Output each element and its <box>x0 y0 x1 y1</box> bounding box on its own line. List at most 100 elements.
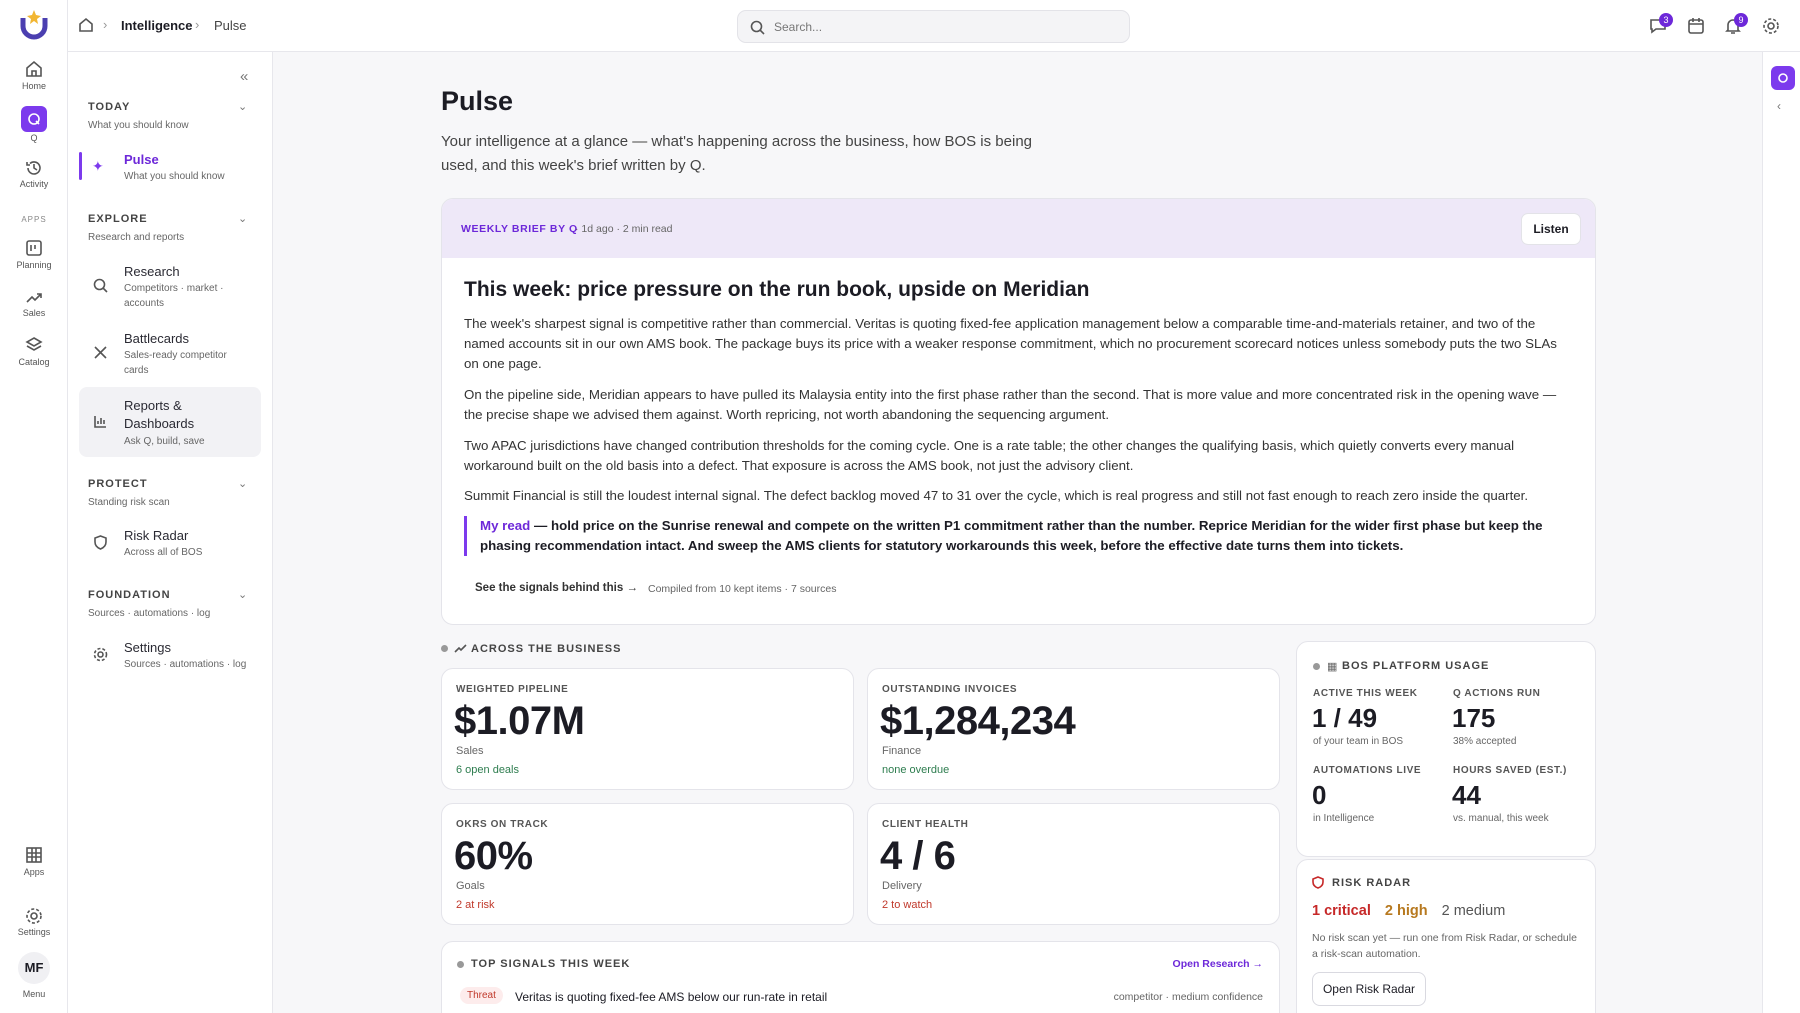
stat-label: HOURS SAVED (EST.) <box>1453 765 1567 776</box>
metric-note: none overdue <box>882 764 950 776</box>
search-box[interactable]: Search... <box>737 10 1130 43</box>
metric-area: Delivery <box>882 880 922 892</box>
nav-item[interactable]: Research <box>124 264 180 279</box>
app-rail: Home Q Activity APPS Planning Sales Cata… <box>0 0 68 1013</box>
rail-label[interactable]: Planning <box>16 260 52 270</box>
stat-value: 0 <box>1312 780 1327 810</box>
stat-value: 44 <box>1452 780 1481 810</box>
home-icon[interactable] <box>25 60 43 78</box>
q-icon <box>1778 73 1788 83</box>
rail-label[interactable]: Sales <box>22 308 46 318</box>
section-subtitle: What you should know <box>88 120 189 131</box>
rail-label[interactable]: Menu <box>22 989 46 999</box>
breadcrumb: Pulse <box>214 18 247 33</box>
signal-meta: competitor · medium confidence <box>1113 991 1263 1003</box>
my-read: My read — hold price on the Sunrise rene… <box>464 516 1574 556</box>
open-risk-radar-button[interactable]: Open Risk Radar <box>1312 972 1426 1006</box>
calendar-icon[interactable] <box>1687 17 1705 35</box>
risk-counts: 1 critical 2 high 2 medium <box>1312 903 1505 919</box>
metric-note: 6 open deals <box>456 764 519 776</box>
trend-icon <box>454 644 467 653</box>
section-heading: ACROSS THE BUSINESS <box>471 643 622 655</box>
collapse-button[interactable]: « <box>240 68 249 85</box>
section-title[interactable]: PROTECT <box>88 478 148 490</box>
section-dot <box>441 645 448 652</box>
stat-label: Q ACTIONS RUN <box>1453 688 1541 699</box>
item-icon <box>93 278 108 293</box>
listen-button[interactable]: Listen <box>1521 213 1581 245</box>
nav-item[interactable]: Settings <box>124 640 171 655</box>
rail-label[interactable]: Catalog <box>18 357 50 367</box>
nav-item[interactable]: Reports & Dashboards <box>124 398 195 431</box>
section-dot <box>457 961 464 968</box>
apps-icon[interactable] <box>25 846 43 864</box>
right-rail: ‹ <box>1762 52 1800 1013</box>
top-bar: › Intelligence › Pulse Search... 3 9 <box>68 0 1800 52</box>
nav-item[interactable]: Battlecards <box>124 331 190 346</box>
page-title: Pulse <box>441 86 514 116</box>
metric-card[interactable]: CLIENT HEALTH 4 / 6 Delivery 2 to watch <box>867 803 1280 925</box>
rail-label[interactable]: Activity <box>19 179 49 189</box>
rail-label[interactable]: Settings <box>17 927 51 937</box>
item-icon <box>94 346 107 359</box>
search-icon <box>750 20 765 35</box>
nav-item-sub: Sources · automations · log <box>124 659 247 670</box>
chevron[interactable]: ⌄ <box>238 213 248 225</box>
search-placeholder: Search... <box>774 20 823 34</box>
section-title[interactable]: EXPLORE <box>88 213 148 225</box>
risk-count: 2 medium <box>1441 903 1506 919</box>
chevron[interactable]: ⌄ <box>238 589 248 601</box>
rail-label[interactable]: Apps <box>23 867 45 877</box>
rail-heading: APPS <box>21 215 47 224</box>
usage-card: ▦ BOS PLATFORM USAGE ACTIVE THIS WEEK 1 … <box>1296 641 1596 857</box>
catalog-icon[interactable] <box>25 336 43 354</box>
risk-card: RISK RADAR 1 critical 2 high 2 medium No… <box>1296 859 1596 1013</box>
nav-item-sub: What you should know <box>124 171 225 182</box>
compiled-note: Compiled from 10 kept items · 7 sources <box>648 583 837 595</box>
sales-icon[interactable] <box>25 288 43 306</box>
settings-icon[interactable] <box>25 907 43 925</box>
chevron[interactable]: ⌄ <box>238 101 248 113</box>
rail-label[interactable]: Home <box>21 81 46 91</box>
stat-sub: in Intelligence <box>1313 813 1375 824</box>
section-title[interactable]: FOUNDATION <box>88 589 171 601</box>
sidebar: « TODAY What you should know ⌄ ✦ Pulse W… <box>68 52 273 1013</box>
section-heading: BOS PLATFORM USAGE <box>1342 660 1490 672</box>
signals-card: TOP SIGNALS THIS WEEK Open Research → Th… <box>441 941 1280 1013</box>
active-indicator <box>79 152 82 180</box>
shield-icon <box>1312 876 1324 889</box>
chevron[interactable]: ⌄ <box>238 478 248 490</box>
planning-icon[interactable] <box>25 239 43 257</box>
section-heading: TOP SIGNALS THIS WEEK <box>471 958 631 970</box>
q-button[interactable] <box>21 106 47 132</box>
signals-link[interactable]: See the signals behind this → <box>475 582 638 594</box>
metric-value: 4 / 6 <box>880 834 956 878</box>
rail-label[interactable]: Q <box>30 133 38 143</box>
section-title[interactable]: TODAY <box>88 101 131 113</box>
metric-card[interactable]: OUTSTANDING INVOICES $1,284,234 Finance … <box>867 668 1280 790</box>
item-icon <box>94 535 107 550</box>
nav-item[interactable]: Risk Radar <box>124 528 189 543</box>
hover-highlight <box>79 387 261 457</box>
open-research-link[interactable]: Open Research → <box>1172 958 1263 970</box>
stat-sub: 38% accepted <box>1453 736 1517 747</box>
avatar[interactable]: MF <box>18 952 50 984</box>
metric-card[interactable]: WEIGHTED PIPELINE $1.07M Sales 6 open de… <box>441 668 854 790</box>
brief-headline: This week: price pressure on the run boo… <box>464 278 1090 301</box>
breadcrumb[interactable]: Intelligence <box>121 18 193 33</box>
settings-icon[interactable] <box>1762 17 1780 35</box>
expand-button[interactable]: ‹ <box>1777 99 1781 113</box>
badge: 9 <box>1734 13 1748 27</box>
metric-card[interactable]: OKRS ON TRACK 60% Goals 2 at risk <box>441 803 854 925</box>
brief-paragraph: The week's sharpest signal is competitiv… <box>464 316 1557 371</box>
q-panel-button[interactable] <box>1771 66 1795 90</box>
separator: › <box>103 17 108 32</box>
signal-tag: Threat <box>460 987 503 1004</box>
signal-text[interactable]: Veritas is quoting fixed-fee AMS below o… <box>515 990 828 1004</box>
home-crumb[interactable] <box>78 17 94 33</box>
nav-item[interactable]: Pulse <box>124 152 159 167</box>
activity-icon[interactable] <box>25 159 43 177</box>
stat-label: ACTIVE THIS WEEK <box>1313 688 1418 699</box>
